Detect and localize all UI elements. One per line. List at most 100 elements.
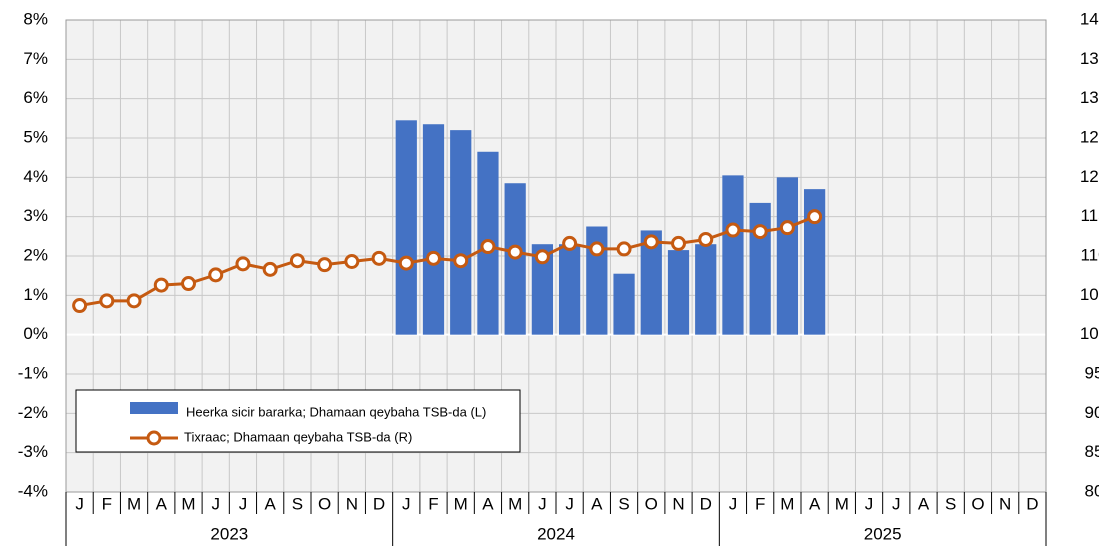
- x-tick-label: S: [945, 494, 956, 513]
- bar: [803, 189, 826, 335]
- x-tick-label: J: [538, 494, 547, 513]
- legend-label: Heerka sicir bararka; Dhamaan qeybaha TS…: [186, 404, 486, 419]
- x-tick-label: F: [755, 494, 765, 513]
- y2-tick-label: 80: [1085, 481, 1099, 500]
- y2-tick-label: 130: [1080, 88, 1099, 107]
- y2-tick-label: 140: [1080, 9, 1099, 28]
- legend-swatch: [130, 402, 178, 414]
- x-tick-label: N: [346, 494, 358, 513]
- x-tick-label: J: [892, 494, 901, 513]
- line-marker: [126, 293, 142, 309]
- x-tick-label: J: [402, 494, 411, 513]
- bar: [667, 250, 690, 335]
- x-group-label: 2024: [537, 524, 575, 543]
- y-tick-label: -3%: [18, 442, 48, 461]
- y-tick-label: 7%: [23, 49, 48, 68]
- legend-label: Tixraac; Dhamaan qeybaha TSB-da (R): [184, 429, 412, 444]
- x-group-label: 2025: [864, 524, 902, 543]
- x-tick-label: O: [645, 494, 658, 513]
- line-marker: [289, 253, 305, 269]
- line-marker: [426, 250, 441, 266]
- y-tick-label: -4%: [18, 481, 48, 500]
- bar: [722, 175, 744, 335]
- x-tick-label: D: [700, 494, 712, 513]
- x-tick-label: S: [618, 494, 629, 513]
- line-marker: [562, 235, 578, 251]
- x-tick-label: D: [373, 494, 385, 513]
- x-tick-label: M: [127, 494, 141, 513]
- bar: [695, 244, 717, 335]
- y2-tick-label: 125: [1080, 127, 1099, 146]
- legend: Heerka sicir bararka; Dhamaan qeybaha TS…: [75, 389, 521, 453]
- y2-tick-label: 115: [1080, 206, 1099, 225]
- x-tick-label: F: [428, 494, 438, 513]
- y2-tick-label: 110: [1080, 245, 1099, 264]
- y-tick-label: 0%: [23, 324, 48, 343]
- bar: [776, 177, 799, 335]
- line-marker: [643, 234, 659, 250]
- line-marker: [99, 293, 115, 309]
- line-marker: [507, 244, 523, 260]
- x-tick-label: J: [729, 494, 738, 513]
- y-tick-label: 3%: [23, 206, 48, 225]
- line-marker: [371, 250, 387, 266]
- y-tick-label: -1%: [18, 363, 48, 382]
- x-tick-label: J: [565, 494, 574, 513]
- line-marker: [344, 254, 360, 270]
- bar: [749, 202, 771, 335]
- x-tick-label: A: [264, 494, 276, 513]
- x-tick-label: S: [292, 494, 303, 513]
- line: [79, 215, 816, 308]
- line-marker: [671, 235, 686, 251]
- line-marker: [807, 209, 823, 225]
- x-tick-label: M: [780, 494, 794, 513]
- x-tick-label: A: [156, 494, 168, 513]
- x-tick-label: M: [181, 494, 195, 513]
- x-tick-label: A: [809, 494, 821, 513]
- x-tick-label: A: [591, 494, 603, 513]
- bar: [422, 124, 445, 335]
- x-tick-label: M: [454, 494, 468, 513]
- y2-tick-label: 100: [1080, 324, 1099, 343]
- line-marker: [779, 220, 795, 236]
- bar: [450, 130, 472, 335]
- line-marker: [208, 267, 224, 283]
- x-group-label: 2023: [210, 524, 248, 543]
- x-tick-label: A: [482, 494, 494, 513]
- line-marker: [181, 276, 196, 292]
- line-marker: [262, 261, 278, 277]
- y-tick-label: 5%: [23, 127, 48, 146]
- x-tick-label: J: [239, 494, 248, 513]
- line-marker: [72, 298, 88, 314]
- y-tick-label: 8%: [23, 9, 48, 28]
- y2-tick-label: 90: [1085, 403, 1099, 422]
- x-tick-label: M: [508, 494, 522, 513]
- bar: [640, 230, 662, 335]
- bar: [531, 244, 554, 335]
- line-marker: [153, 277, 169, 293]
- y-tick-label: 4%: [23, 167, 48, 186]
- line-marker: [589, 241, 605, 257]
- line-marker: [480, 239, 496, 255]
- x-tick-label: A: [918, 494, 930, 513]
- y-tick-label: 6%: [23, 88, 48, 107]
- x-tick-label: J: [211, 494, 220, 513]
- line-marker: [453, 253, 469, 269]
- x-tick-label: F: [102, 494, 112, 513]
- x-tick-label: N: [672, 494, 684, 513]
- line-marker: [698, 231, 714, 247]
- x-tick-label: J: [75, 494, 84, 513]
- x-tick-label: N: [999, 494, 1011, 513]
- x-tick-label: O: [971, 494, 984, 513]
- x-tick-label: O: [318, 494, 331, 513]
- x-tick-label: J: [865, 494, 874, 513]
- y-tick-label: 1%: [23, 285, 48, 304]
- line-marker: [725, 222, 741, 238]
- y-tick-label: 2%: [23, 245, 48, 264]
- bar: [395, 120, 417, 335]
- line-marker: [317, 257, 333, 273]
- y-tick-label: -2%: [18, 403, 48, 422]
- line-marker: [398, 255, 414, 271]
- y2-tick-label: 105: [1080, 285, 1099, 304]
